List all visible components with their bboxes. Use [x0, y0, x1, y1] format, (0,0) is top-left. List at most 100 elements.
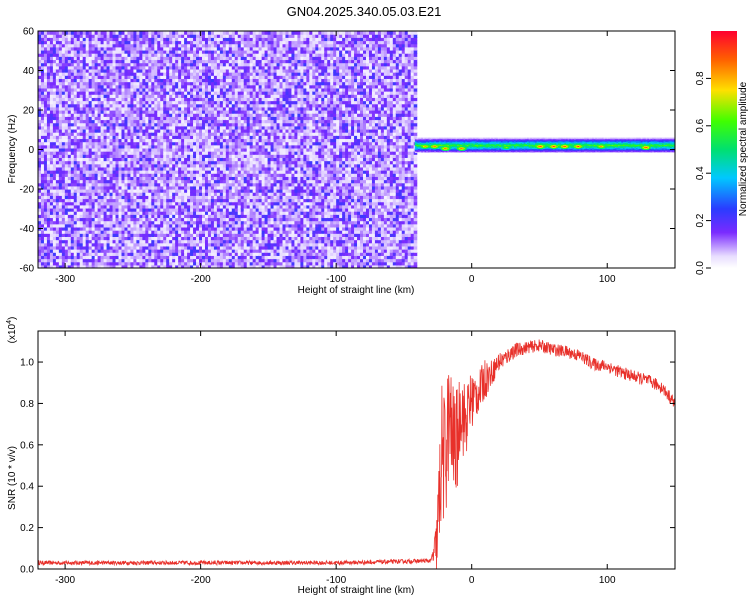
heatmap-cell	[52, 211, 57, 215]
heatmap-cell	[67, 255, 72, 260]
heatmap-cell	[79, 226, 84, 231]
heatmap-cell	[38, 245, 42, 250]
heatmap-cell	[79, 236, 84, 241]
heatmap-cell	[40, 179, 45, 184]
heatmap-cell	[73, 91, 78, 95]
heatmap-cell	[70, 37, 75, 42]
heatmap-cell	[58, 211, 63, 215]
heatmap-cell	[88, 144, 93, 149]
heatmap-cell	[85, 59, 90, 64]
heatmap-cell	[43, 53, 48, 57]
heatmap-cell	[49, 198, 54, 203]
heatmap-cell	[85, 226, 90, 231]
heatmap-cell	[49, 72, 54, 76]
heatmap-cell	[82, 255, 87, 260]
heatmap-cell	[73, 170, 78, 174]
heatmap-cell	[55, 68, 60, 73]
heatmap-cell	[76, 201, 81, 206]
heatmap-cell	[49, 78, 54, 83]
heatmap-cell	[38, 87, 42, 92]
heatmap-cell	[85, 220, 90, 225]
heatmap-cell	[46, 154, 51, 158]
heatmap-cell	[58, 81, 63, 86]
heatmap-cell	[67, 144, 72, 149]
heatmap-cell	[43, 214, 48, 219]
heatmap-cell	[73, 151, 78, 155]
heatmap-cell	[43, 84, 48, 89]
heatmap-cell	[70, 49, 75, 54]
heatmap-cell	[82, 113, 87, 117]
heatmap-cell	[43, 62, 48, 67]
heatmap-cell	[64, 179, 69, 184]
heatmap-cell	[64, 249, 69, 253]
heatmap-cell	[85, 182, 90, 187]
heatmap-cell	[67, 84, 72, 89]
heatmap-cell	[40, 223, 45, 228]
heatmap-cell	[61, 195, 66, 200]
heatmap-cell	[82, 154, 87, 158]
heatmap-cell	[49, 179, 54, 184]
heatmap-cell	[43, 207, 48, 212]
heatmap-cell	[58, 91, 63, 95]
heatmap-cell	[70, 195, 75, 200]
heatmap-cell	[76, 59, 81, 64]
heatmap-cell	[58, 138, 63, 143]
heatmap-cell	[43, 154, 48, 158]
heatmap-cell	[61, 53, 66, 57]
heatmap-cell	[61, 132, 66, 136]
heatmap-cell	[85, 201, 90, 206]
heatmap-cell	[70, 163, 75, 168]
heatmap-cell	[82, 106, 87, 111]
heatmap-cell	[82, 122, 87, 127]
heatmap-cell	[88, 53, 93, 57]
heatmap-cell	[70, 128, 75, 133]
heatmap-cell	[55, 37, 60, 42]
heatmap-cell	[43, 249, 48, 253]
heatmap-cell	[46, 110, 51, 114]
heatmap-cell	[52, 103, 57, 108]
heatmap-cell	[55, 264, 60, 268]
heatmap-cell	[73, 258, 78, 263]
heatmap-cell	[73, 94, 78, 98]
heatmap-cell	[49, 75, 54, 79]
heatmap-cell	[85, 230, 90, 234]
heatmap-cell	[70, 147, 75, 152]
heatmap-cell	[46, 223, 51, 228]
heatmap-cell	[82, 125, 87, 130]
heatmap-cell	[58, 37, 63, 42]
heatmap-cell	[70, 201, 75, 206]
heatmap-cell	[85, 173, 90, 177]
heatmap-cell	[52, 198, 57, 203]
heatmap-cell	[61, 59, 66, 64]
heatmap-cell	[79, 91, 84, 95]
heatmap-cell	[38, 217, 42, 222]
heatmap-cell	[76, 252, 81, 256]
heatmap-cell	[46, 49, 51, 54]
heatmap-cell	[67, 116, 72, 121]
heatmap-cell	[61, 217, 66, 222]
heatmap-cell	[61, 176, 66, 181]
heatmap-cell	[61, 220, 66, 225]
heatmap-cell	[43, 103, 48, 108]
heatmap-cell	[49, 100, 54, 105]
heatmap-cell	[49, 91, 54, 95]
heatmap-cell	[85, 37, 90, 42]
heatmap-cell	[79, 233, 84, 237]
heatmap-cell	[88, 135, 93, 140]
heatmap-cell	[49, 255, 54, 260]
heatmap-cell	[52, 151, 57, 155]
heatmap-cell	[55, 195, 60, 200]
heatmap-cell	[43, 128, 48, 133]
heatmap-cell	[76, 53, 81, 57]
heatmap-cell	[46, 122, 51, 127]
heatmap-cell	[70, 68, 75, 73]
heatmap-cell	[79, 103, 84, 108]
heatmap-cell	[67, 201, 72, 206]
heatmap-cell	[67, 135, 72, 140]
heatmap-cell	[43, 125, 48, 130]
heatmap-cell	[64, 34, 69, 38]
heatmap-cell	[43, 40, 48, 45]
heatmap-cell	[76, 239, 81, 244]
heatmap-cell	[85, 100, 90, 105]
heatmap-cell	[64, 56, 69, 61]
